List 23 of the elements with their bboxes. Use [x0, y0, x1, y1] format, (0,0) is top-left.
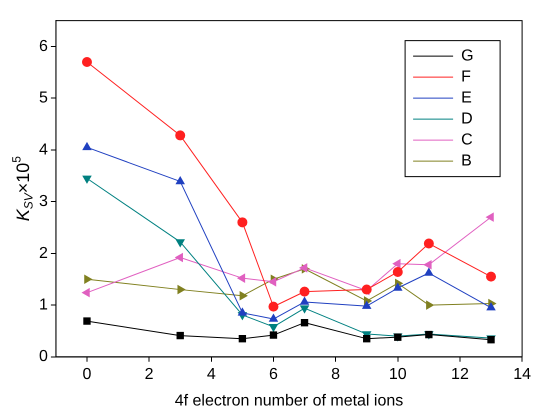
x-tick-label: 0	[82, 366, 92, 383]
x-tick-label: 6	[269, 366, 278, 383]
legend-label: D	[461, 110, 473, 128]
legend-label: G	[461, 48, 474, 65]
y-tick-label: 0	[38, 348, 48, 366]
x-tick-label: 4	[206, 366, 216, 383]
y-tick-label: 5	[38, 90, 48, 107]
x-axis-title: 4f electron number of metal ions	[174, 392, 404, 410]
legend-label: E	[461, 90, 472, 107]
legend-label: B	[461, 152, 472, 170]
legend-label: C	[461, 132, 473, 149]
y-tick-label: 4	[38, 141, 48, 158]
y-tick-label: 2	[38, 244, 48, 262]
y-tick-label: 3	[38, 193, 48, 210]
x-tick-label: 12	[451, 366, 469, 383]
x-tick-label: 2	[144, 366, 154, 383]
x-tick-label: 14	[513, 366, 532, 383]
x-tick-label: 8	[331, 366, 340, 383]
x-tick-label: 10	[388, 366, 407, 383]
y-axis-title: KSV×105	[9, 156, 36, 222]
y-tick-label: 6	[38, 38, 48, 55]
y-tick-label: 1	[38, 296, 48, 314]
legend-label: F	[461, 68, 472, 86]
